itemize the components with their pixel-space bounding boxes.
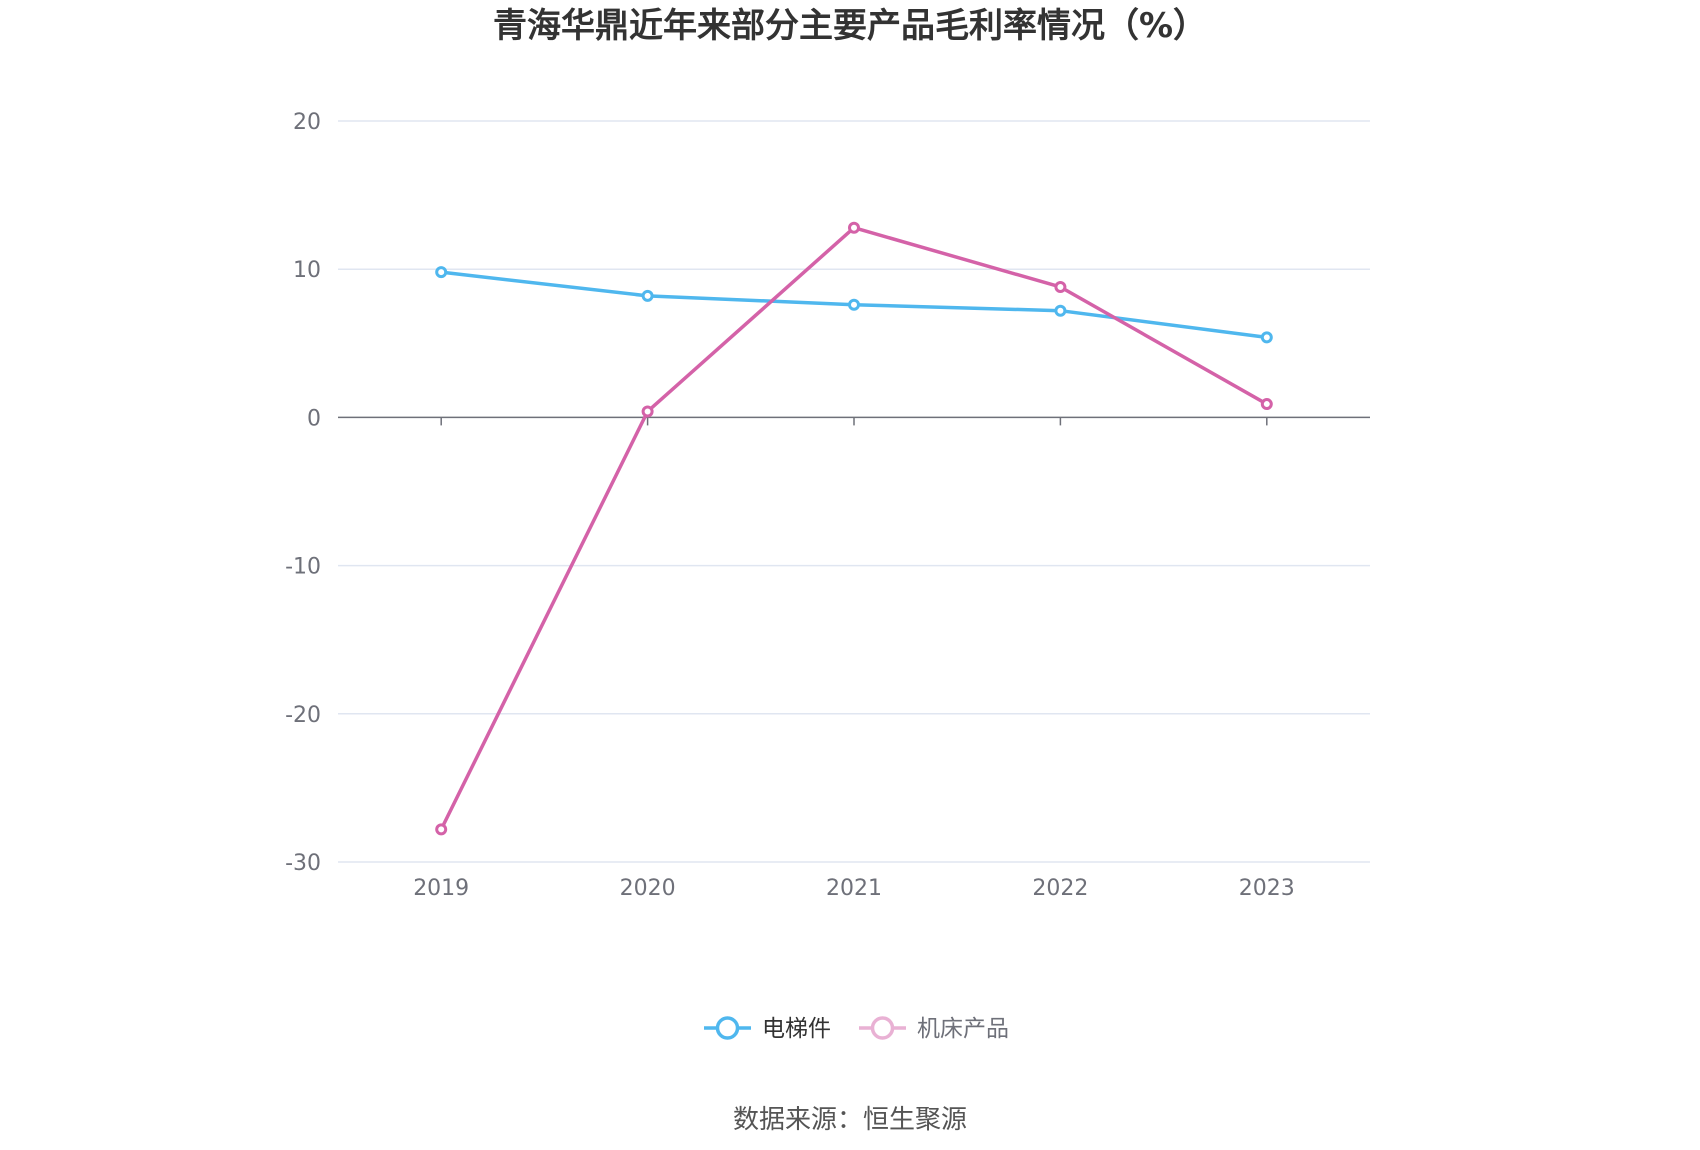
data-point[interactable] [1054,304,1067,317]
data-point[interactable] [1054,280,1067,293]
x-axis: 2019 2020 2021 2022 2023 [338,416,1370,901]
legend-label: 电梯件 [762,1016,831,1042]
data-source: 数据来源：恒生聚源 [733,1105,967,1135]
y-tick-label: 0 [307,406,321,431]
legend-label: 机床产品 [917,1016,1009,1042]
series-2 [435,221,1273,836]
x-tick-label: 2021 [826,876,882,901]
y-tick-label: -20 [285,703,321,728]
series-lines [435,221,1273,836]
data-point[interactable] [641,289,654,302]
data-point[interactable] [435,266,448,279]
y-axis-tick-labels: 20 10 0 -10 -20 -30 [285,110,321,876]
data-point[interactable] [848,221,860,234]
legend-item[interactable]: 机床产品 [859,1016,1009,1042]
chart-title: 青海华鼎近年来部分主要产品毛利率情况（%） [493,6,1207,46]
x-tick-label: 2022 [1032,876,1088,901]
y-tick-label: 10 [293,258,321,283]
legend[interactable]: 电梯件 机床产品 [704,1016,1009,1042]
series-1 [435,266,1273,344]
legend-item[interactable]: 电梯件 [704,1016,831,1042]
legend-circle-icon [870,1016,895,1040]
legend-circle-icon [715,1016,740,1040]
data-point[interactable] [848,298,860,311]
y-tick-label: 20 [293,110,321,135]
data-point[interactable] [435,823,448,836]
x-tick-label: 2019 [413,876,469,901]
series-line [439,225,1268,831]
data-point[interactable] [1260,398,1273,411]
data-point[interactable] [641,405,654,418]
y-tick-label: -30 [285,851,321,876]
y-tick-label: -10 [285,555,321,580]
x-tick-label: 2023 [1239,876,1295,901]
grid-lines [338,120,1370,863]
data-point[interactable] [1260,331,1273,344]
x-tick-label: 2020 [620,876,676,901]
